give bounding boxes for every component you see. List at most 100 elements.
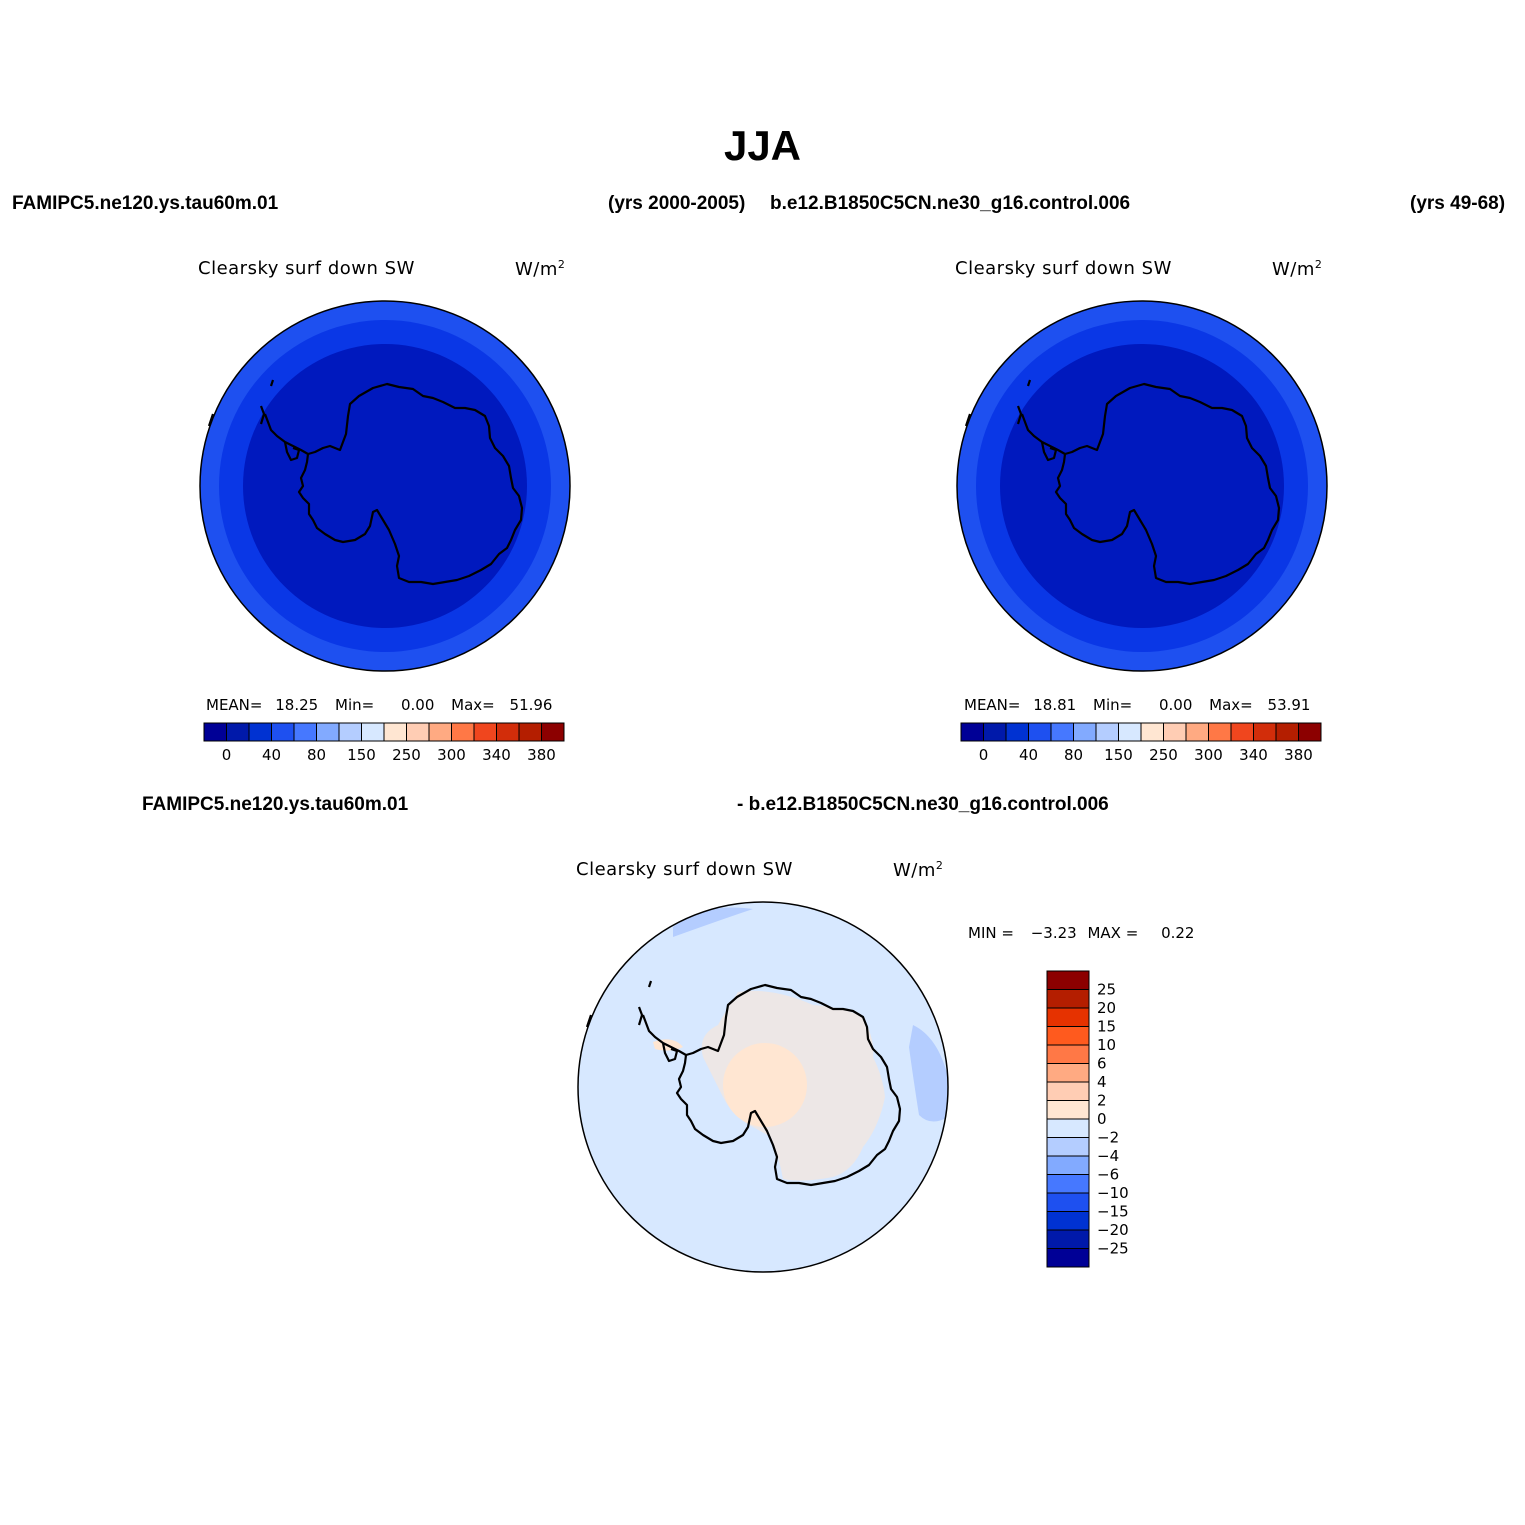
diff-colorbar-label: −10: [1097, 1184, 1129, 1202]
panel2-mean-value: 18.81: [1033, 696, 1077, 714]
panel1-colorbar-box: [473, 722, 497, 742]
diff-colorbar-box: [1046, 1211, 1090, 1231]
panel1-min-value: 0.00: [400, 696, 435, 714]
panel1-variable: Clearsky surf down SW: [198, 258, 415, 279]
panel2-colorbar-box: [1095, 722, 1119, 742]
diff-colorbar-box: [1046, 1118, 1090, 1138]
panel1-colorbar-label: 300: [437, 746, 466, 764]
panel1-colorbar-box: [203, 722, 227, 742]
panel2-colorbar-box: [1163, 722, 1187, 742]
panel1-colorbar-box: [293, 722, 317, 742]
panel2-colorbar-box: [960, 722, 984, 742]
panel1-inner-field: [243, 344, 527, 628]
panel2-map-border: [956, 300, 1328, 672]
panel2-colorbar-label: 40: [1019, 746, 1038, 764]
panel2-colorbar-box: [1073, 722, 1097, 742]
panel2-stats: MEAN= 18.81 Min= 0.00 Max= 53.91: [964, 696, 1310, 714]
case2-label: b.e12.B1850C5CN.ne30_g16.control.006: [770, 193, 1131, 214]
diff-colorbar-label: 4: [1097, 1073, 1107, 1091]
panel1-colorbar-box: [518, 722, 542, 742]
panel2-colorbar-box: [1050, 722, 1074, 742]
diff-colorbar-label: 2: [1097, 1092, 1107, 1110]
diff-colorbar-box: [1046, 1155, 1090, 1175]
case1-label: FAMIPC5.ne120.ys.tau60m.01: [12, 193, 279, 214]
panel1-colorbar: 0 40 80 150 250 300 340 380: [203, 722, 565, 764]
case1-years: (yrs 2000-2005): [608, 193, 746, 214]
panel1-colorbar-box: [496, 722, 520, 742]
panel2-colorbar-box: [1028, 722, 1052, 742]
panel1-colorbar-box: [338, 722, 362, 742]
panel2-colorbar-label: 150: [1104, 746, 1133, 764]
panel2-colorbar-box: [983, 722, 1007, 742]
diff-colorbar-box: [1046, 1229, 1090, 1249]
panel2-colorbar-label: 0: [979, 746, 989, 764]
panel2-colorbar-box: [1208, 722, 1232, 742]
panel3-variable: Clearsky surf down SW: [576, 859, 793, 880]
panel2-colorbar-box: [1005, 722, 1029, 742]
panel2-colorbar-box: [1140, 722, 1164, 742]
panel2-colorbar: 0 40 80 150 250 300 340 380: [960, 722, 1322, 764]
panel1-colorbar-box: [271, 722, 295, 742]
diff-colorbar-box: [1046, 1192, 1090, 1212]
panel2-map: [956, 300, 1328, 672]
panel1-colorbar-box: [451, 722, 475, 742]
panel2-colorbar-label: 380: [1284, 746, 1313, 764]
diff-colorbar-label: −15: [1097, 1203, 1129, 1221]
panel3-min-label: MIN =: [968, 924, 1014, 942]
panel2-max-label: Max=: [1209, 696, 1253, 714]
panel1-colorbar-label: 340: [482, 746, 511, 764]
diff-colorbar-box: [1046, 1100, 1090, 1120]
diff-colorbar-box: [1046, 1007, 1090, 1027]
panel1-min-label: Min=: [335, 696, 375, 714]
panel1-colorbar-box: [406, 722, 430, 742]
panel2-max-value: 53.91: [1267, 696, 1311, 714]
panel2-colorbar-box: [1275, 722, 1299, 742]
case2-years: (yrs 49-68): [1410, 193, 1506, 214]
panel2-inner-field: [1000, 344, 1284, 628]
panel1-colorbar-box: [316, 722, 340, 742]
diff-colorbar-box: [1046, 989, 1090, 1009]
panel2-colorbar-box: [1253, 722, 1277, 742]
panel1-colorbar-label: 380: [527, 746, 556, 764]
panel3-positive-patch-pole: [723, 1043, 807, 1127]
diff-colorbar-label: −2: [1097, 1129, 1119, 1147]
panel1-colorbar-label: 150: [347, 746, 376, 764]
panel1-colorbar-box: [428, 722, 452, 742]
diff-case2-label: - b.e12.B1850C5CN.ne30_g16.control.006: [737, 794, 1109, 815]
panel1-max-value: 51.96: [509, 696, 553, 714]
panel1-colorbar-box: [226, 722, 250, 742]
panel1-colorbar-label: 80: [307, 746, 326, 764]
panel2-mean-label: MEAN=: [964, 696, 1021, 714]
panel3-map-border: [577, 901, 949, 1273]
panel1-map-border: [199, 300, 571, 672]
panel2-units: W/m2: [1272, 258, 1323, 280]
panel1-colorbar-label: 250: [392, 746, 421, 764]
diff-colorbar-label: 15: [1097, 1018, 1116, 1036]
panel3-map: [577, 901, 949, 1273]
diff-colorbar-box: [1046, 1137, 1090, 1157]
panel2-colorbar-label: 300: [1194, 746, 1223, 764]
panel1-colorbar-box: [383, 722, 407, 742]
panel3-stats: MIN = −3.23 MAX = 0.22: [968, 924, 1194, 942]
diff-colorbar-label: 6: [1097, 1055, 1107, 1073]
panel2-colorbar-label: 80: [1064, 746, 1083, 764]
panel3-max-value: 0.22: [1161, 924, 1195, 942]
panel1-colorbar-label: 40: [262, 746, 281, 764]
panel2-colorbar-box: [1185, 722, 1209, 742]
diff-colorbar-label: 0: [1097, 1110, 1107, 1128]
diff-colorbar-box: [1046, 1081, 1090, 1101]
diff-colorbar-box: [1046, 1026, 1090, 1046]
panel3-units: W/m2: [893, 859, 944, 881]
diff-colorbar-label: 20: [1097, 999, 1116, 1017]
panel2-min-label: Min=: [1093, 696, 1133, 714]
panel1-colorbar-label: 0: [222, 746, 232, 764]
panel3-max-label: MAX =: [1087, 924, 1139, 942]
diff-colorbar-box: [1046, 1063, 1090, 1083]
diff-colorbar-label: 25: [1097, 981, 1116, 999]
main-title: JJA: [723, 122, 802, 169]
diff-colorbar-box: [1046, 1044, 1090, 1064]
panel2-colorbar-box: [1230, 722, 1254, 742]
panel1-mean-label: MEAN=: [206, 696, 263, 714]
panel1-colorbar-box: [248, 722, 272, 742]
